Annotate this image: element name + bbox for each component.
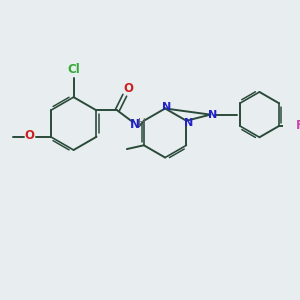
Text: N: N xyxy=(208,110,217,120)
Text: N: N xyxy=(130,118,140,131)
Text: O: O xyxy=(124,82,134,95)
Text: Cl: Cl xyxy=(67,63,80,76)
Text: N: N xyxy=(184,118,193,128)
Text: H: H xyxy=(138,118,146,128)
Text: N: N xyxy=(162,102,172,112)
Text: O: O xyxy=(24,129,34,142)
Text: F: F xyxy=(296,119,300,132)
